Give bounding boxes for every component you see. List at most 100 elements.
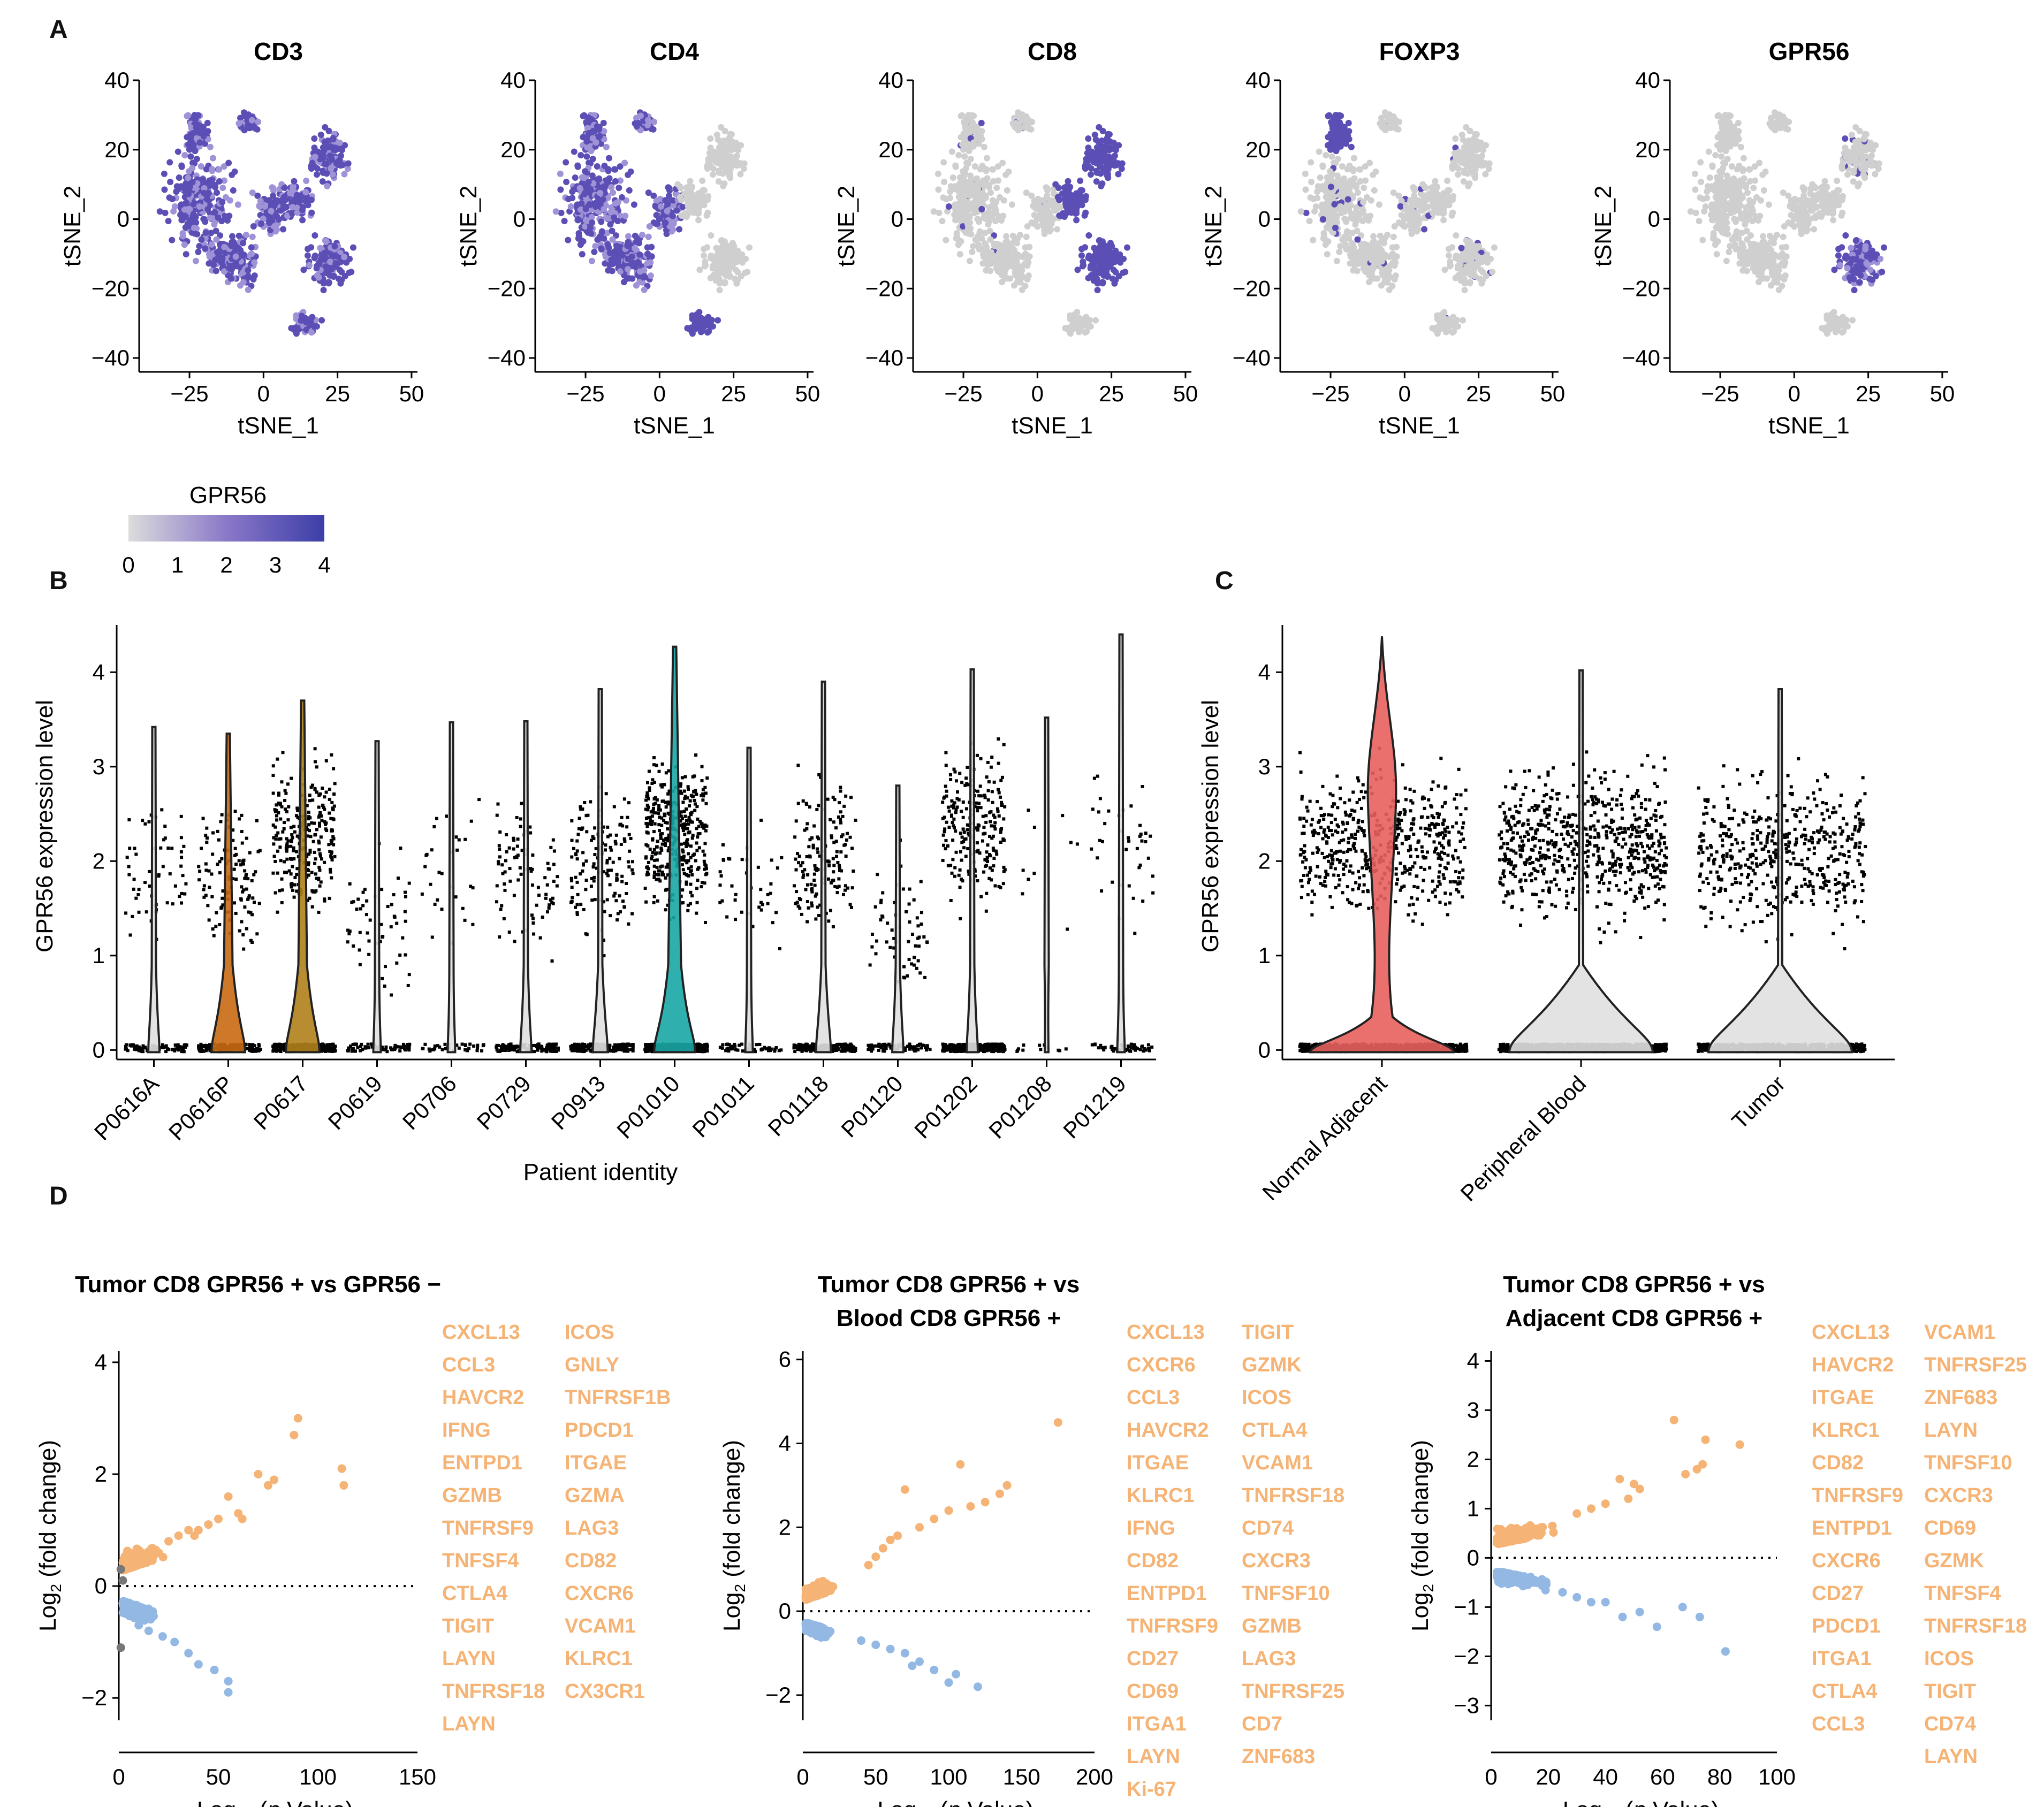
tsne-point — [612, 166, 619, 173]
tsne-points — [1297, 109, 1498, 337]
x-tick-label: 0 — [654, 381, 666, 406]
tsne-point — [1846, 274, 1853, 281]
tsne-point — [1115, 171, 1122, 178]
tsne-point — [641, 266, 648, 273]
tsne-point — [1822, 324, 1829, 331]
tsne-point — [324, 182, 331, 189]
tsne-point — [235, 232, 242, 239]
tsne-point — [201, 185, 208, 192]
tsne-point — [696, 266, 703, 273]
tsne-point — [574, 201, 581, 208]
tsne-point — [167, 178, 174, 185]
tsne-point — [1065, 178, 1072, 185]
tsne-point — [1376, 201, 1382, 208]
tsne-point — [552, 208, 559, 215]
tsne-point — [308, 165, 315, 172]
tsne-point — [225, 159, 232, 166]
tsne-point — [1821, 178, 1828, 185]
tsne-point — [174, 148, 181, 155]
tsne-point — [232, 253, 239, 260]
tsne-point — [219, 255, 226, 262]
tsne-point — [1390, 189, 1397, 196]
tsne-point — [1319, 162, 1326, 169]
tsne-point — [207, 143, 214, 150]
tsne-point — [622, 212, 629, 219]
colorbar-title: GPR56 — [189, 482, 267, 508]
tsne-point — [615, 199, 622, 205]
y-axis-label: tSNE_2 — [1200, 186, 1227, 267]
colorbar-tick-label: 0 — [122, 552, 134, 577]
tsne-point — [1869, 277, 1876, 284]
tsne-point — [711, 274, 718, 281]
tsne-point — [1421, 226, 1428, 233]
tsne-point — [959, 190, 966, 197]
tsne-point — [632, 120, 639, 127]
tsne-point — [723, 258, 730, 265]
tsne-point — [1453, 154, 1460, 161]
tsne-point — [1310, 237, 1317, 243]
tsne-point — [699, 177, 706, 184]
tsne-point — [222, 249, 229, 256]
tsne-point — [1327, 184, 1334, 190]
tsne-point — [249, 189, 256, 196]
tsne-point — [1458, 245, 1465, 251]
tsne-point — [1005, 168, 1012, 175]
tsne-point — [1044, 185, 1051, 192]
y-tick-label: 1 — [93, 943, 105, 968]
tsne-point — [1074, 315, 1081, 322]
tsne-point — [1449, 244, 1456, 251]
tsne-point — [1098, 182, 1105, 189]
tsne-point — [718, 237, 725, 244]
tsne-point — [651, 118, 658, 125]
tsne-point — [981, 143, 987, 150]
tsne-point — [1466, 279, 1473, 286]
tsne-point — [270, 223, 277, 230]
tsne-point — [1092, 317, 1099, 324]
tsne-point — [990, 166, 997, 173]
tsne-point — [245, 286, 252, 293]
tsne-point — [1740, 155, 1747, 162]
y-tick-label: 40 — [878, 67, 903, 93]
tsne-point — [1112, 277, 1119, 284]
tsne-point — [307, 321, 314, 327]
tsne-point — [221, 177, 228, 184]
tsne-point — [1705, 148, 1712, 155]
tsne-point — [1835, 252, 1842, 259]
tsne-point — [197, 163, 204, 170]
tsne-point — [348, 269, 355, 276]
y-tick-label: 20 — [1635, 137, 1660, 162]
tsne-point — [240, 251, 247, 258]
tsne-point — [1003, 233, 1010, 240]
tsne-point — [338, 277, 345, 284]
tsne-point — [1700, 195, 1707, 202]
tsne-point — [1367, 212, 1374, 219]
tsne-point — [186, 168, 193, 175]
tsne-point — [563, 178, 570, 185]
tsne-point — [176, 174, 183, 181]
tsne-point — [212, 256, 219, 263]
tsne-point — [1013, 240, 1020, 247]
tsne-point — [575, 233, 582, 240]
tsne-point — [626, 187, 633, 194]
tsne-point — [647, 272, 654, 279]
tsne-point — [710, 148, 717, 155]
tsne-point — [197, 123, 204, 130]
tsne-point — [1029, 118, 1036, 125]
tsne-point — [715, 317, 721, 324]
tsne-point — [627, 168, 634, 175]
tsne-point — [281, 185, 288, 192]
tsne-point — [204, 119, 211, 126]
tsne-point — [313, 265, 320, 272]
tsne-point — [248, 250, 255, 257]
tsne-point — [1775, 286, 1782, 293]
tsne-point — [1035, 203, 1042, 210]
tsne-point — [1739, 166, 1746, 173]
tsne-point — [1389, 117, 1396, 124]
tsne-point — [203, 196, 210, 203]
tsne-point — [161, 170, 168, 177]
tsne-point — [251, 272, 258, 279]
tsne-point — [1093, 256, 1100, 263]
tsne-point — [1712, 152, 1719, 159]
x-tick-label: 25 — [1099, 381, 1124, 406]
tsne-point — [280, 226, 287, 233]
